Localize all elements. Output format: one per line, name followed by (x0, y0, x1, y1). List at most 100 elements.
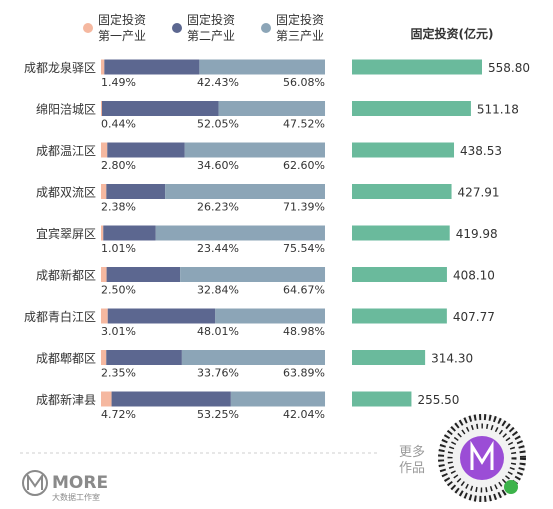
stacked-bar-segment-1 (101, 101, 102, 116)
total-investment-value: 314.30 (431, 352, 473, 366)
stacked-bar-segment-1 (101, 391, 112, 407)
share-label-primary: 2.35% (101, 367, 136, 380)
chart-row: 成都新都区 2.50% 32.84% 64.67% 408.10 (36, 267, 495, 297)
category-label: 成都青白江区 (24, 309, 96, 324)
total-investment-bar (352, 391, 412, 407)
logo-text: MORE (52, 473, 108, 493)
stacked-bar-segment-3 (165, 184, 325, 199)
share-label-primary: 0.44% (101, 118, 136, 131)
share-label-primary: 2.38% (101, 201, 136, 214)
share-label-tertiary: 75.54% (283, 242, 325, 255)
share-label-tertiary: 63.89% (283, 367, 325, 380)
legend-label-1-line2: 第一产业 (98, 29, 146, 43)
share-label-secondary: 32.84% (197, 284, 239, 297)
total-investment-bar (352, 350, 426, 365)
chart-row: 成都龙泉驿区 1.49% 42.43% 56.08% 558.80 (24, 59, 530, 89)
stacked-bar-segment-2 (107, 142, 185, 158)
stacked-bar-segment-2 (103, 225, 156, 241)
category-label: 成都新都区 (36, 268, 96, 283)
stacked-bar-segment-2 (111, 391, 231, 407)
total-investment-value: 558.80 (488, 61, 530, 75)
category-label: 成都龙泉驿区 (24, 61, 96, 75)
share-label-secondary: 53.25% (197, 408, 239, 421)
legend-marker-2 (172, 23, 182, 33)
share-label-secondary: 26.23% (197, 201, 239, 214)
chart-row: 成都双流区 2.38% 26.23% 71.39% 427.91 (36, 184, 500, 214)
legend-marker-1 (83, 23, 93, 33)
share-label-tertiary: 48.98% (283, 325, 325, 338)
legend-marker-3 (261, 23, 271, 33)
total-investment-value: 511.18 (477, 103, 519, 117)
stacked-bar-segment-1 (101, 142, 108, 158)
legend-label-3-line1: 固定投资 (276, 12, 324, 27)
total-investment-value: 408.10 (453, 269, 495, 283)
total-investment-value: 255.50 (417, 393, 459, 407)
stacked-bar-segment-1 (101, 184, 107, 199)
stacked-bar-segment-3 (181, 350, 325, 365)
stacked-bar-segment-1 (101, 308, 108, 324)
share-label-secondary: 23.44% (197, 242, 239, 255)
share-label-primary: 2.80% (101, 159, 136, 172)
stacked-bar-segment-1 (101, 267, 107, 282)
share-label-primary: 1.49% (101, 76, 136, 89)
share-label-secondary: 33.76% (197, 367, 239, 380)
share-label-tertiary: 62.60% (283, 159, 325, 172)
chart-row: 成都新津县 4.72% 53.25% 42.04% 255.50 (36, 391, 459, 421)
share-label-tertiary: 47.52% (283, 118, 325, 131)
more-works-line1: 更多 (399, 444, 425, 460)
stacked-bar-segment-2 (107, 308, 216, 324)
stacked-bar-segment-3 (184, 142, 325, 158)
legend-label-2-line2: 第二产业 (187, 29, 235, 43)
share-label-secondary: 48.01% (197, 325, 239, 338)
stacked-bar-segment-2 (104, 59, 200, 75)
total-investment-value: 427.91 (458, 186, 500, 200)
stacked-bar-segment-3 (215, 308, 325, 324)
share-label-tertiary: 64.67% (283, 284, 325, 297)
chart-rows: 成都龙泉驿区 1.49% 42.43% 56.08% 558.80 绵阳涪城区 0.44% 5… (24, 59, 530, 421)
legend-label-2-line1: 固定投资 (187, 12, 235, 27)
total-investment-value: 438.53 (460, 144, 502, 158)
chart-row: 宜宾翠屏区 1.01% 23.44% 75.54% 419.98 (36, 225, 498, 255)
stacked-bar-segment-2 (106, 184, 166, 199)
stacked-bar-segment-2 (101, 101, 219, 116)
stacked-bar-segment-1 (101, 225, 104, 241)
total-investment-bar (352, 308, 447, 324)
share-label-tertiary: 42.04% (283, 408, 325, 421)
qr-code-icon[interactable] (438, 414, 526, 502)
stacked-bar-segment-1 (101, 59, 105, 75)
legend-label-3-line2: 第三产业 (276, 29, 324, 43)
chart-row: 成都温江区 2.80% 34.60% 62.60% 438.53 (36, 142, 502, 172)
total-investment-bar (352, 142, 455, 158)
share-label-tertiary: 56.08% (283, 76, 325, 89)
logo-subtitle: 大数据工作室 (52, 492, 100, 502)
stacked-bar-segment-1 (101, 350, 107, 365)
share-label-primary: 4.72% (101, 408, 136, 421)
stacked-bar-segment-3 (230, 391, 326, 407)
chart-row: 成都郫都区 2.35% 33.76% 63.89% 314.30 (36, 350, 473, 380)
category-label: 成都双流区 (36, 186, 96, 200)
share-label-primary: 2.50% (101, 284, 136, 297)
stacked-bar-segment-2 (106, 350, 182, 365)
stacked-bar-segment-2 (106, 267, 181, 282)
total-investment-bar (352, 225, 450, 241)
share-label-primary: 1.01% (101, 242, 136, 255)
share-label-primary: 3.01% (101, 325, 136, 338)
category-label: 成都新津县 (36, 392, 96, 407)
chart-row: 成都青白江区 3.01% 48.01% 48.98% 407.77 (24, 308, 495, 338)
more-logo-icon (22, 470, 48, 496)
total-investment-bar (352, 59, 482, 75)
total-investment-value: 407.77 (453, 310, 495, 324)
category-label: 成都温江区 (36, 144, 96, 158)
total-investment-bar (352, 267, 447, 282)
legend-label-1-line1: 固定投资 (98, 12, 146, 27)
category-label: 绵阳涪城区 (36, 102, 96, 117)
total-investment-bar (352, 101, 471, 116)
total-investment-value: 419.98 (456, 227, 498, 241)
more-works-line2: 作品 (399, 461, 425, 476)
share-label-secondary: 42.43% (197, 76, 239, 89)
total-investment-bar (352, 184, 452, 199)
category-label: 宜宾翠屏区 (36, 226, 96, 241)
stacked-bar-segment-3 (218, 101, 326, 116)
